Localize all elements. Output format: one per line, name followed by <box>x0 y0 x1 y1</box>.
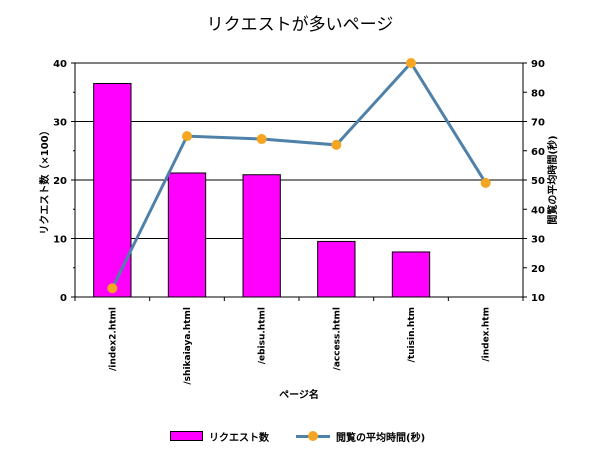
left-tick-label: 30 <box>53 118 67 129</box>
left-axis-title: リクエスト数（×100） <box>38 125 51 234</box>
right-tick-label: 60 <box>531 147 545 158</box>
grid-layer <box>75 121 523 239</box>
bar-layer <box>93 82 431 298</box>
bar <box>391 251 431 298</box>
legend-line-swatch <box>296 430 330 442</box>
left-tick-label: 10 <box>53 235 67 246</box>
right-axis-title: 閲覧の平均時間(秒) <box>546 135 559 224</box>
legend-label-requests: リクエスト数 <box>209 432 269 444</box>
category-label: /index.htm <box>482 307 492 362</box>
line-point <box>256 134 267 145</box>
category-label: /tuisin.htm <box>407 307 417 362</box>
right-tick-label: 20 <box>531 264 545 275</box>
line-point <box>480 177 491 188</box>
bar <box>167 172 207 298</box>
left-tick-label: 20 <box>53 176 67 187</box>
right-tick-label: 40 <box>531 205 545 216</box>
right-tick-label: 90 <box>531 59 545 70</box>
line-point <box>107 283 118 294</box>
axis-layer <box>71 62 527 301</box>
line-layer <box>107 58 491 294</box>
legend-bar-swatch <box>170 431 203 441</box>
bar <box>317 240 356 298</box>
label-layer: 0 10 20 30 40 10 20 30 40 50 60 70 80 90/index2.html /… <box>38 59 559 401</box>
legend: リクエスト数 閲覧の平均時間(秒) <box>0 428 600 444</box>
x-axis-title: ページ名 <box>279 388 319 401</box>
right-tick-label: 10 <box>531 293 545 304</box>
legend-item-avg-time: 閲覧の平均時間(秒) <box>296 428 425 444</box>
line-point <box>331 139 342 150</box>
chart-title: リクエストが多いページ <box>206 15 394 35</box>
category-label: /ebisu.html <box>258 307 268 364</box>
line-point <box>406 58 416 68</box>
category-label: /access.html <box>332 307 342 370</box>
line-point <box>182 131 192 142</box>
left-tick-label: 40 <box>53 59 67 70</box>
legend-item-requests: リクエスト数 <box>170 428 269 444</box>
legend-label-avg-time: 閲覧の平均時間(秒) <box>336 432 426 444</box>
line-series <box>110 60 487 289</box>
category-label: /shikaiaya.html <box>183 307 193 385</box>
right-tick-label: 30 <box>531 235 545 246</box>
left-tick-label: 0 <box>60 293 67 304</box>
bar <box>242 174 281 298</box>
right-tick-label: 50 <box>531 176 545 187</box>
right-tick-label: 70 <box>531 118 545 129</box>
right-tick-label: 80 <box>531 88 545 99</box>
category-label: /index2.html <box>108 307 118 371</box>
